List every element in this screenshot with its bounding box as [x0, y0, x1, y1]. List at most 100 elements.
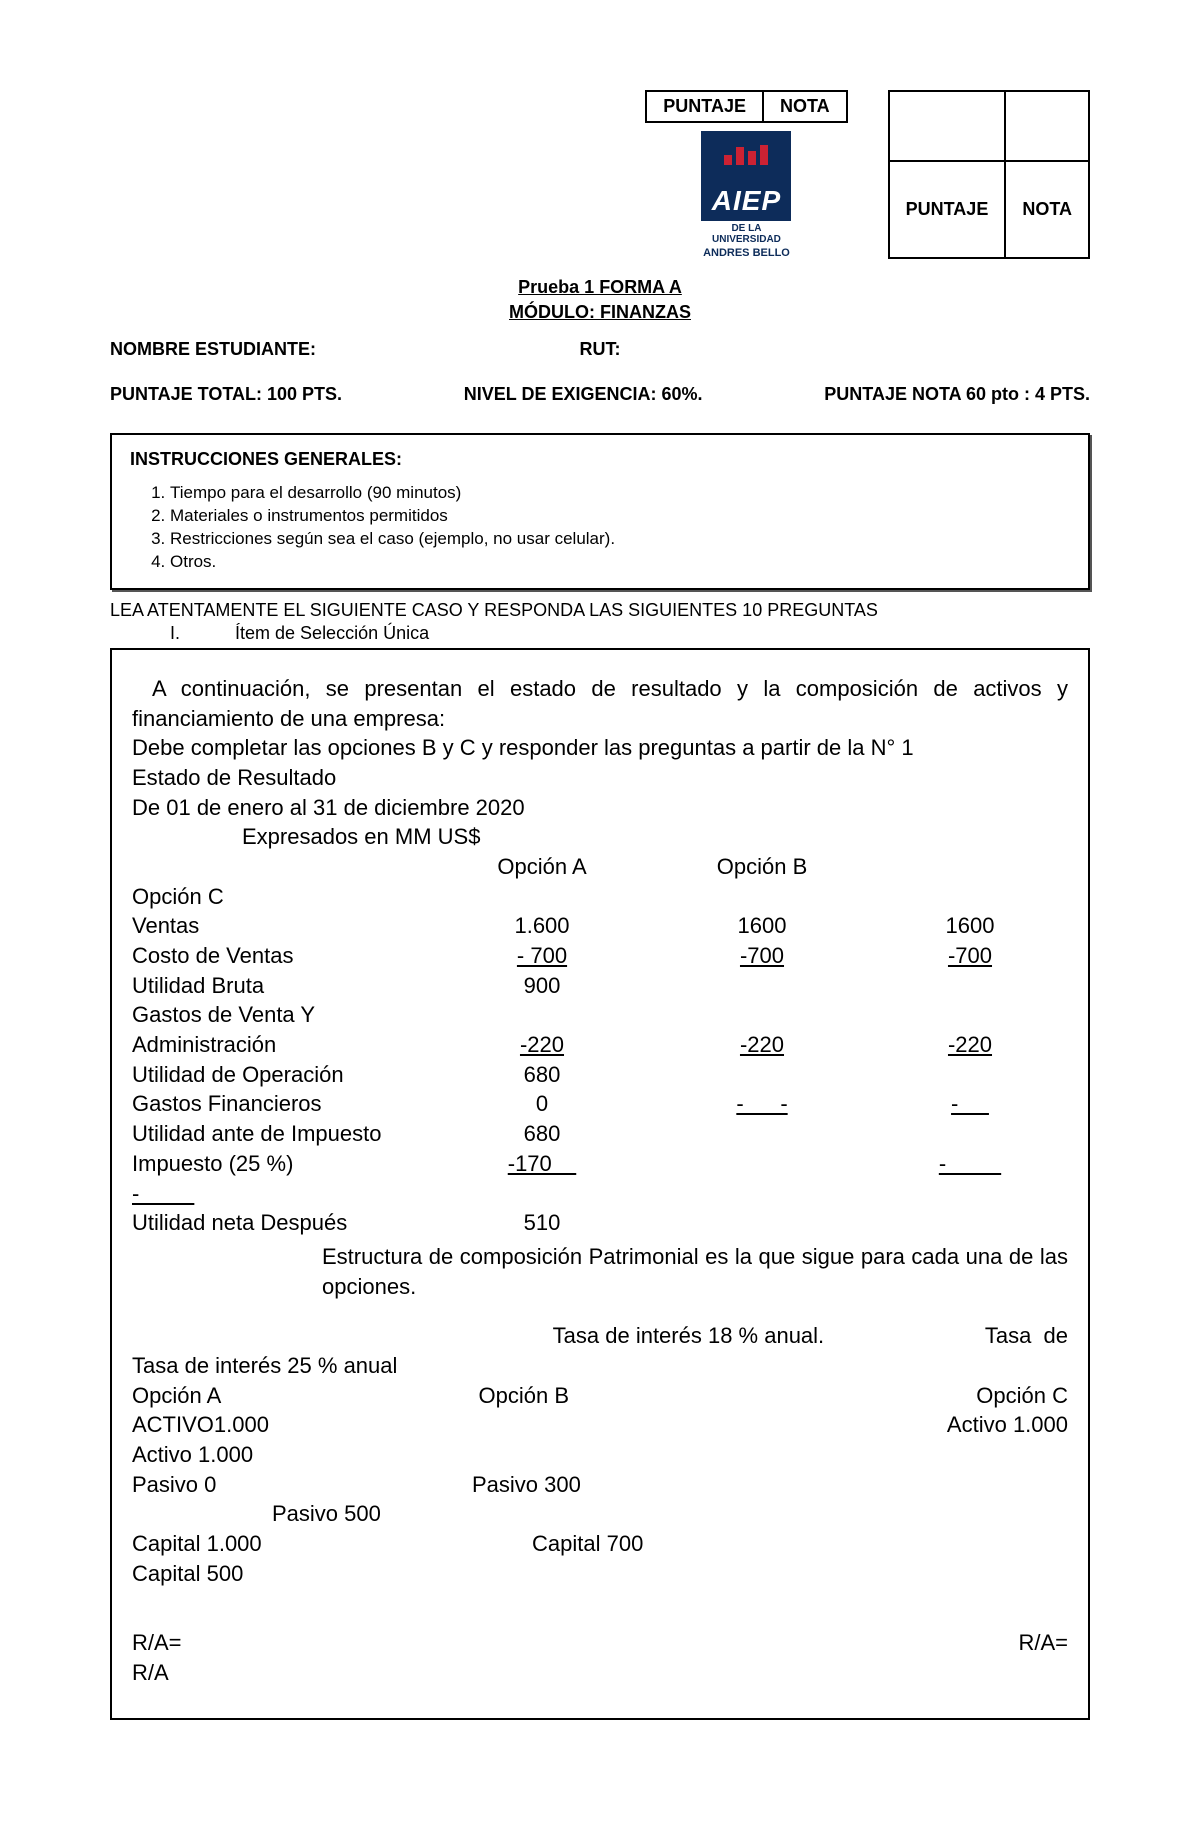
row-imp: Impuesto (25 %) -170 -: [132, 1149, 1068, 1179]
lbl-gvya: Gastos de Venta Y: [132, 1000, 432, 1030]
instruction-item: Materiales o instrumentos permitidos: [170, 505, 1070, 528]
logo-brand-text: AIEP: [712, 187, 781, 215]
dash-line: -: [132, 1179, 1068, 1209]
logo-subtitle-2: ANDRES BELLO: [701, 247, 791, 259]
tasa-de: Tasa de: [985, 1321, 1068, 1351]
capital-500: Capital 500: [132, 1559, 1068, 1589]
val-ventas-b: 1600: [652, 911, 872, 941]
ra-row: R/A= R/A=: [132, 1628, 1068, 1658]
rut-label: RUT:: [437, 339, 764, 360]
row-uneta: Utilidad neta Después 510: [132, 1208, 1068, 1238]
row-admin: Administración -220 -220 -220: [132, 1030, 1068, 1060]
row-gvya: Gastos de Venta Y: [132, 1000, 1068, 1030]
score-table-left: PUNTAJE NOTA: [645, 90, 847, 123]
logo-subtitle-1: DE LA UNIVERSIDAD: [701, 223, 791, 245]
capital-700: Capital 700: [532, 1529, 643, 1559]
instructions-list: Tiempo para el desarrollo (90 minutos) M…: [170, 482, 1070, 574]
main-content-box: A continuación, se presentan el estado d…: [110, 648, 1090, 1720]
document-page: PUNTAJE NOTA AIEP DE LA UNIVERSIDAD ANDR…: [0, 0, 1200, 1780]
activo-c: Activo 1.000: [947, 1410, 1068, 1440]
lbl-imp: Impuesto (25 %): [132, 1149, 432, 1179]
estado-title: Estado de Resultado: [132, 763, 1068, 793]
val-costo-c: -700: [872, 941, 1068, 971]
scoring-info-row: PUNTAJE TOTAL: 100 PTS. NIVEL DE EXIGENC…: [110, 384, 1090, 405]
capital-row: Capital 1.000 Capital 700: [132, 1529, 1068, 1559]
pasivo-300: Pasivo 300: [472, 1470, 581, 1500]
lbl-uop: Utilidad de Operación: [132, 1060, 432, 1090]
score-col-nota: NOTA: [763, 91, 847, 122]
val-imp-c: -: [872, 1149, 1068, 1179]
lbl-costo: Costo de Ventas: [132, 941, 432, 971]
lbl-ventas: Ventas: [132, 911, 432, 941]
ra-left: R/A=: [132, 1628, 182, 1658]
ra-right: R/A=: [1018, 1628, 1068, 1658]
logo-block: AIEP DE LA UNIVERSIDAD ANDRES BELLO: [701, 131, 791, 259]
val-uop-a: 680: [432, 1060, 652, 1090]
blank-nota: [1005, 91, 1089, 161]
score-table-right: PUNTAJE NOTA: [888, 90, 1090, 259]
val-gfin-b: - -: [652, 1089, 872, 1119]
pasivo-500: Pasivo 500: [272, 1499, 1068, 1529]
title-line2: MÓDULO: FINANZAS: [110, 302, 1090, 323]
opcion-row: Opción A Opción B Opción C: [132, 1381, 1068, 1411]
val-uneta-a: 510: [432, 1208, 652, 1238]
val-ventas-c: 1600: [872, 911, 1068, 941]
hdr-opcion-a: Opción A: [432, 852, 652, 882]
period-line: De 01 de enero al 31 de diciembre 2020: [132, 793, 1068, 823]
val-imp-a: -170: [432, 1149, 652, 1179]
row-ubruta: Utilidad Bruta 900: [132, 971, 1068, 1001]
lbl-gfin: Gastos Financieros: [132, 1089, 432, 1119]
puntaje-total: PUNTAJE TOTAL: 100 PTS.: [110, 384, 342, 405]
instruction-item: Restricciones según sea el caso (ejemplo…: [170, 528, 1070, 551]
val-admin-a: -220: [432, 1030, 652, 1060]
op-a: Opción A: [132, 1381, 221, 1411]
val-ventas-a: 1.600: [432, 911, 652, 941]
lbl-ubruta: Utilidad Bruta: [132, 971, 432, 1001]
pasivo-0: Pasivo 0: [132, 1470, 472, 1500]
instruction-item: Tiempo para el desarrollo (90 minutos): [170, 482, 1070, 505]
activo-a: ACTIVO1.000: [132, 1410, 269, 1440]
puntaje-nota: PUNTAJE NOTA 60 pto : 4 PTS.: [824, 384, 1090, 405]
col-headers: Opción A Opción B: [132, 852, 1068, 882]
lbl-admin: Administración: [132, 1030, 432, 1060]
activo-row: ACTIVO1.000 Activo 1.000: [132, 1410, 1068, 1440]
row-gfin: Gastos Financieros 0 - - -: [132, 1089, 1068, 1119]
blank-puntaje: [889, 91, 1006, 161]
val-gfin-c: -: [872, 1089, 1068, 1119]
val-admin-c: -220: [872, 1030, 1068, 1060]
estructura-text: Estructura de composición Patrimonial es…: [132, 1242, 1068, 1301]
intro-p1: A continuación, se presentan el estado d…: [132, 674, 1068, 733]
item-text: Ítem de Selección Única: [235, 623, 429, 643]
intro-p2: Debe completar las opciones B y C y resp…: [132, 733, 1068, 763]
item-line: I. Ítem de Selección Única: [170, 623, 1090, 644]
hdr-opcion-b: Opción B: [652, 852, 872, 882]
student-info-row: NOMBRE ESTUDIANTE: RUT:: [110, 339, 1090, 360]
score-col-puntaje: PUNTAJE: [646, 91, 763, 122]
tasa-row: Tasa de interés 18 % anual. Tasa de: [132, 1321, 1068, 1351]
logo-bars-icon: [724, 141, 768, 165]
op-c: Opción C: [976, 1381, 1068, 1411]
row-ventas: Ventas 1.600 1600 1600: [132, 911, 1068, 941]
instructions-box: INSTRUCCIONES GENERALES: Tiempo para el …: [110, 433, 1090, 590]
val-costo-a: - 700: [432, 941, 652, 971]
opcion-c-line: Opción C: [132, 882, 1068, 912]
ra-bottom: R/A: [132, 1658, 1068, 1688]
val-admin-b: -220: [652, 1030, 872, 1060]
lbl-uai: Utilidad ante de Impuesto: [132, 1119, 432, 1149]
score-col-nota-r: NOTA: [1005, 161, 1089, 258]
nombre-label: NOMBRE ESTUDIANTE:: [110, 339, 437, 360]
title-line1: Prueba 1 FORMA A: [110, 277, 1090, 298]
op-b: Opción B: [479, 1381, 570, 1411]
tasa-25: Tasa de interés 25 % anual: [132, 1351, 1068, 1381]
row-uop: Utilidad de Operación 680: [132, 1060, 1068, 1090]
aiep-logo: AIEP: [701, 131, 791, 221]
nivel-exigencia: NIVEL DE EXIGENCIA: 60%.: [464, 384, 703, 405]
val-costo-b: -700: [652, 941, 872, 971]
val-ubruta-a: 900: [432, 971, 652, 1001]
left-header-block: PUNTAJE NOTA AIEP DE LA UNIVERSIDAD ANDR…: [645, 90, 847, 259]
tasa-18: Tasa de interés 18 % anual.: [553, 1321, 825, 1351]
item-roman: I.: [170, 623, 230, 644]
header-row: PUNTAJE NOTA AIEP DE LA UNIVERSIDAD ANDR…: [110, 90, 1090, 259]
instructions-title: INSTRUCCIONES GENERALES:: [130, 449, 1070, 470]
capital-1000: Capital 1.000: [132, 1529, 532, 1559]
